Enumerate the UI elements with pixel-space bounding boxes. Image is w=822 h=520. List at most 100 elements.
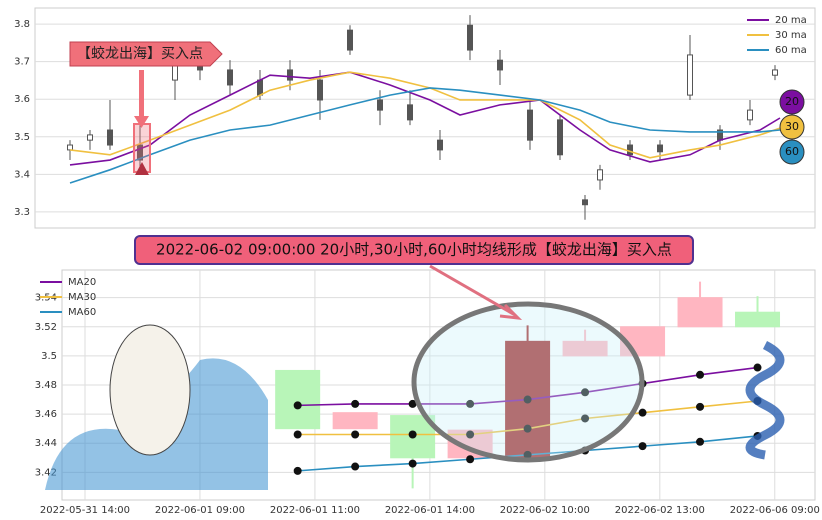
ma-point	[523, 395, 532, 404]
candle-body	[467, 24, 473, 51]
ma-point	[293, 466, 302, 475]
candle-body	[317, 79, 323, 101]
candle-body	[657, 144, 663, 153]
x-tick-label: 2022-06-02 13:00	[615, 505, 705, 516]
candle-body	[227, 69, 233, 86]
y-tick-label: 3.52	[35, 322, 57, 333]
x-tick-label: 2022-06-06 09:00	[730, 505, 820, 516]
candle-body	[557, 119, 563, 156]
ma-line	[69, 71, 781, 166]
candle-body	[747, 109, 753, 121]
ma-point	[466, 430, 475, 439]
y-tick-label: 3.46	[35, 409, 57, 420]
candle-body	[257, 79, 263, 96]
annotation-text: 【蛟龙出海】买入点	[77, 46, 203, 62]
focus-ellipse	[411, 301, 645, 463]
candle-body	[67, 144, 73, 151]
y-tick-label: 3.4	[14, 169, 30, 180]
ma-point	[753, 363, 762, 372]
candle-body	[377, 99, 383, 111]
ma-badge	[779, 89, 805, 115]
y-tick-label: 3.54	[35, 293, 57, 304]
legend-label: 60 ma	[775, 45, 807, 56]
x-tick-label: 2022-06-02 10:00	[500, 505, 590, 516]
candle-body	[497, 59, 503, 71]
y-tick-label: 3.5	[41, 351, 57, 362]
x-tick-label: 2022-06-01 14:00	[385, 505, 475, 516]
y-tick-label: 3.3	[14, 207, 30, 218]
legend-label: MA60	[68, 307, 96, 318]
candle-body	[627, 144, 633, 156]
ma-point	[581, 388, 590, 397]
legend-label: 20 ma	[775, 15, 807, 26]
candle-body	[582, 199, 588, 206]
ma-point	[696, 370, 705, 379]
candle-body	[172, 64, 178, 81]
ma-point	[638, 408, 647, 417]
y-tick-label: 3.42	[35, 467, 57, 478]
buy-annotation: 【蛟龙出海】买入点	[69, 41, 223, 175]
ma-point	[408, 399, 417, 408]
ma-point	[466, 399, 475, 408]
y-tick-label: 3.7	[14, 57, 30, 68]
candle-body	[332, 412, 378, 430]
x-tick-label: 2022-06-01 09:00	[155, 505, 245, 516]
arrow-head	[134, 116, 149, 128]
banner-arrow	[429, 264, 523, 320]
x-tick-label: 2022-06-01 11:00	[270, 505, 360, 516]
candle-body	[735, 311, 781, 328]
ma-point	[408, 459, 417, 468]
y-tick-label: 3.6	[14, 94, 30, 105]
y-tick-label: 3.8	[14, 19, 30, 30]
candle-body	[527, 109, 533, 141]
badge-label: 30	[785, 120, 799, 133]
ma-point	[523, 450, 532, 459]
ma-point	[351, 462, 360, 471]
candle-body	[677, 297, 723, 328]
ma-point	[523, 424, 532, 433]
y-tick-label: 3.44	[35, 438, 57, 449]
candle-body	[347, 29, 353, 51]
dog-illustration	[109, 324, 191, 456]
ma-point	[466, 455, 475, 464]
marker-triangle	[135, 162, 149, 175]
y-tick-label: 3.48	[35, 380, 57, 391]
ma-badge	[779, 139, 805, 165]
badge-label: 60	[785, 145, 799, 158]
candle-body	[597, 169, 603, 181]
y-tick-label: 3.5	[14, 132, 30, 143]
legend-label: 30 ma	[775, 30, 807, 41]
ma-line	[69, 71, 781, 159]
arrow-shaft	[139, 70, 144, 118]
candle-body	[87, 134, 93, 141]
ma-point	[581, 414, 590, 423]
candle-body	[407, 104, 413, 121]
ma-point	[351, 430, 360, 439]
annotation-arrow-box	[69, 41, 223, 67]
legend-label: MA30	[68, 292, 96, 303]
ma-point	[293, 401, 302, 410]
candle-body	[107, 129, 113, 146]
badge-label: 20	[785, 95, 799, 108]
ma-point	[351, 399, 360, 408]
dragon-illustration	[745, 340, 785, 460]
candle-body	[687, 54, 693, 96]
legend-label: MA20	[68, 277, 96, 288]
plot-area	[34, 7, 816, 229]
ma-point	[293, 430, 302, 439]
ma-point	[696, 437, 705, 446]
x-tick-label: 2022-05-31 14:00	[40, 505, 130, 516]
banner-box	[134, 235, 694, 265]
ma-point	[408, 430, 417, 439]
candle-body	[772, 69, 778, 76]
candle-body	[137, 144, 143, 161]
ma-point	[696, 402, 705, 411]
candle-body	[287, 69, 293, 81]
candle-body	[275, 369, 321, 430]
banner-text: 2022-06-02 09:00:00 20小时,30小时,60小时均线形成【蛟…	[156, 241, 672, 259]
ma-line	[69, 87, 781, 184]
candle-body	[562, 340, 608, 357]
candle-body	[437, 139, 443, 151]
ma-badge	[779, 114, 805, 140]
